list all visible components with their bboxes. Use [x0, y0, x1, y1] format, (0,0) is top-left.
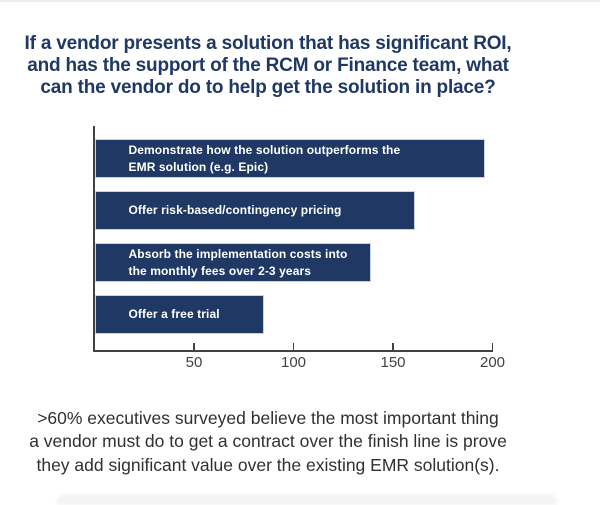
title-line: and has the support of the RCM or Financ… [27, 55, 509, 76]
bar: Absorb the implementation costs into the … [94, 243, 372, 282]
bar: Demonstrate how the solution outperforms… [94, 139, 485, 178]
bar: Offer a free trial [94, 295, 264, 334]
title-line: If a vendor presents a solution that has… [24, 33, 512, 54]
bar-label: EMR solution (e.g. Epic) [128, 159, 269, 174]
x-tick-label: 100 [280, 354, 307, 371]
x-tick-mark [292, 343, 295, 350]
bar-label: Offer a free trial [128, 307, 220, 322]
x-tick-label: 50 [185, 354, 203, 371]
chart-caption: >60% executives surveyed believe the mos… [0, 407, 536, 477]
bar-label: the monthly fees over 2-3 years [128, 263, 312, 278]
caption-line: >60% executives surveyed believe the mos… [37, 408, 499, 428]
bar-label: Offer risk-based/contingency pricing [128, 203, 342, 218]
horizontal-bar-chart: Demonstrate how the solution outperforms… [93, 126, 505, 376]
bar-label: Absorb the implementation costs into [128, 247, 348, 261]
title-line: can the vendor do to help get the soluti… [40, 77, 496, 98]
chart-question-title: If a vendor presents a solution that has… [0, 33, 536, 99]
bar-label: Demonstrate how the solution outperforms… [128, 143, 401, 157]
next-card-top-edge [57, 494, 557, 505]
x-tick-mark [392, 343, 394, 350]
top-divider [0, 0, 600, 2]
caption-line: they add significant value over the exis… [36, 454, 500, 475]
x-tick-label: 200 [479, 354, 506, 371]
x-tick-mark [491, 343, 494, 350]
bar: Offer risk-based/contingency pricing [94, 191, 415, 230]
x-axis-line [93, 350, 493, 352]
y-axis-line [93, 126, 95, 351]
x-tick-mark [193, 343, 195, 350]
x-tick-label: 150 [380, 354, 406, 371]
caption-line: a vendor must do to get a contract over … [29, 431, 507, 452]
